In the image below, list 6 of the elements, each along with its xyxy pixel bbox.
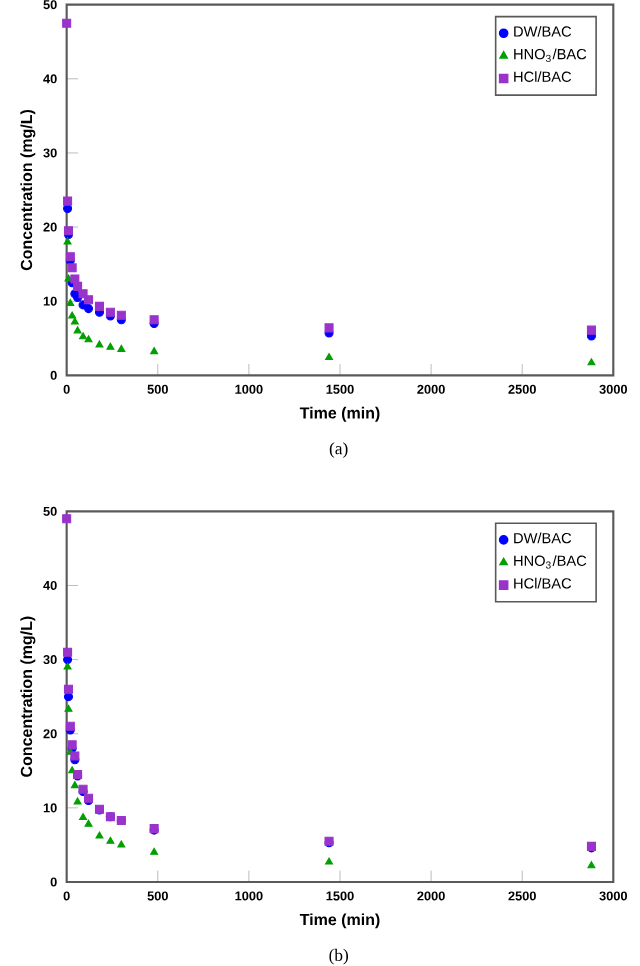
y-axis-title: Concentration (mg/L) (20, 109, 36, 271)
text: (a) (329, 442, 348, 458)
y-axis-title: Concentration (mg/L) (20, 616, 36, 777)
text: (b) (329, 948, 349, 965)
x-axis-title: Time (min) (299, 406, 380, 422)
x-axis-title: Time (min) (299, 913, 380, 929)
